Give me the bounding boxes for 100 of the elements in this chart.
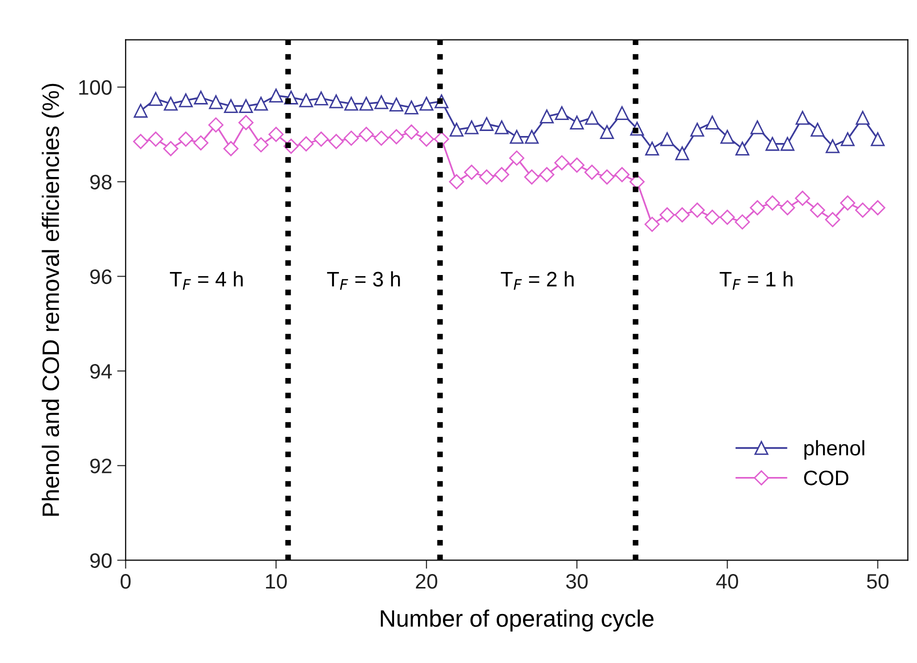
point (644, 216, 660, 232)
point (268, 126, 284, 142)
point (359, 96, 374, 111)
point (389, 98, 404, 112)
point (314, 132, 329, 147)
point (660, 207, 675, 222)
point (554, 106, 569, 120)
legend-label: phenol (804, 440, 864, 460)
point (254, 96, 268, 111)
point (178, 93, 193, 108)
point (464, 164, 480, 180)
point (420, 96, 434, 111)
point (358, 126, 374, 142)
point (539, 167, 554, 182)
point (584, 110, 599, 125)
point (614, 167, 630, 182)
point (133, 134, 148, 150)
point (224, 99, 238, 113)
x-tick-label: 10 (266, 574, 287, 589)
point (464, 120, 479, 134)
y-tick-label: 100 (79, 80, 112, 95)
point (328, 134, 344, 150)
point (239, 99, 253, 113)
point (734, 214, 750, 230)
point (780, 200, 796, 216)
point (314, 92, 328, 106)
point (450, 122, 464, 137)
point (374, 95, 388, 110)
point (704, 210, 720, 225)
point (599, 169, 615, 185)
y-tick-label: 92 (90, 458, 112, 474)
point (269, 88, 283, 103)
point (298, 136, 314, 152)
point (855, 202, 870, 218)
y-axis-title: Phenol and COD removal efficiencies (%) (42, 84, 64, 516)
point (480, 117, 494, 131)
point (178, 132, 194, 147)
point (645, 142, 660, 156)
y-tick-label: 90 (90, 553, 112, 568)
point (344, 130, 359, 146)
point (418, 132, 434, 147)
point (554, 155, 570, 170)
point (870, 132, 885, 146)
y-tick-label: 96 (90, 269, 112, 284)
point (690, 122, 704, 137)
point (600, 125, 614, 139)
point (660, 132, 674, 146)
annotation: T$_{F}$ = 1 h (720, 271, 792, 290)
point (675, 146, 690, 160)
point (750, 200, 765, 216)
point (720, 130, 734, 144)
point (448, 174, 464, 190)
legend-label: COD (804, 470, 848, 486)
point (134, 104, 148, 118)
point (510, 130, 524, 144)
point (766, 136, 780, 151)
point (524, 130, 539, 144)
point (540, 109, 554, 124)
point (148, 132, 164, 147)
point (840, 195, 856, 211)
point (164, 96, 178, 111)
point (193, 135, 208, 150)
y-tick-label: 94 (90, 364, 112, 379)
point (810, 122, 825, 137)
point (479, 169, 494, 185)
point (524, 169, 540, 185)
point (840, 132, 855, 146)
point (344, 96, 358, 111)
point (735, 142, 750, 156)
point (509, 150, 524, 166)
point (194, 90, 208, 104)
x-tick-label: 40 (716, 574, 738, 589)
point (796, 110, 810, 125)
x-tick-label: 30 (566, 574, 588, 589)
point (690, 202, 705, 218)
point (253, 137, 269, 152)
point (223, 141, 238, 156)
annotation: T$_{F}$ = 4 h (170, 271, 243, 290)
y-tick-label: 98 (90, 174, 112, 190)
point (570, 116, 584, 130)
point (826, 139, 840, 154)
point (299, 93, 314, 108)
point (329, 94, 344, 108)
point (764, 195, 780, 211)
point (569, 158, 584, 173)
point (856, 110, 870, 125)
annotation: T$_{F}$ = 2 h (500, 271, 574, 290)
point (163, 141, 178, 156)
point (148, 92, 163, 106)
annotation: T$_{F}$ = 3 h (327, 271, 400, 290)
point (750, 120, 764, 134)
point (615, 106, 629, 120)
x-tick-label: 20 (416, 574, 438, 589)
point (404, 124, 420, 140)
point (720, 210, 735, 225)
point (705, 116, 720, 130)
point (374, 130, 389, 146)
point (388, 129, 404, 144)
point (780, 136, 794, 151)
x-axis-title: Number of operating cycle (380, 610, 654, 632)
